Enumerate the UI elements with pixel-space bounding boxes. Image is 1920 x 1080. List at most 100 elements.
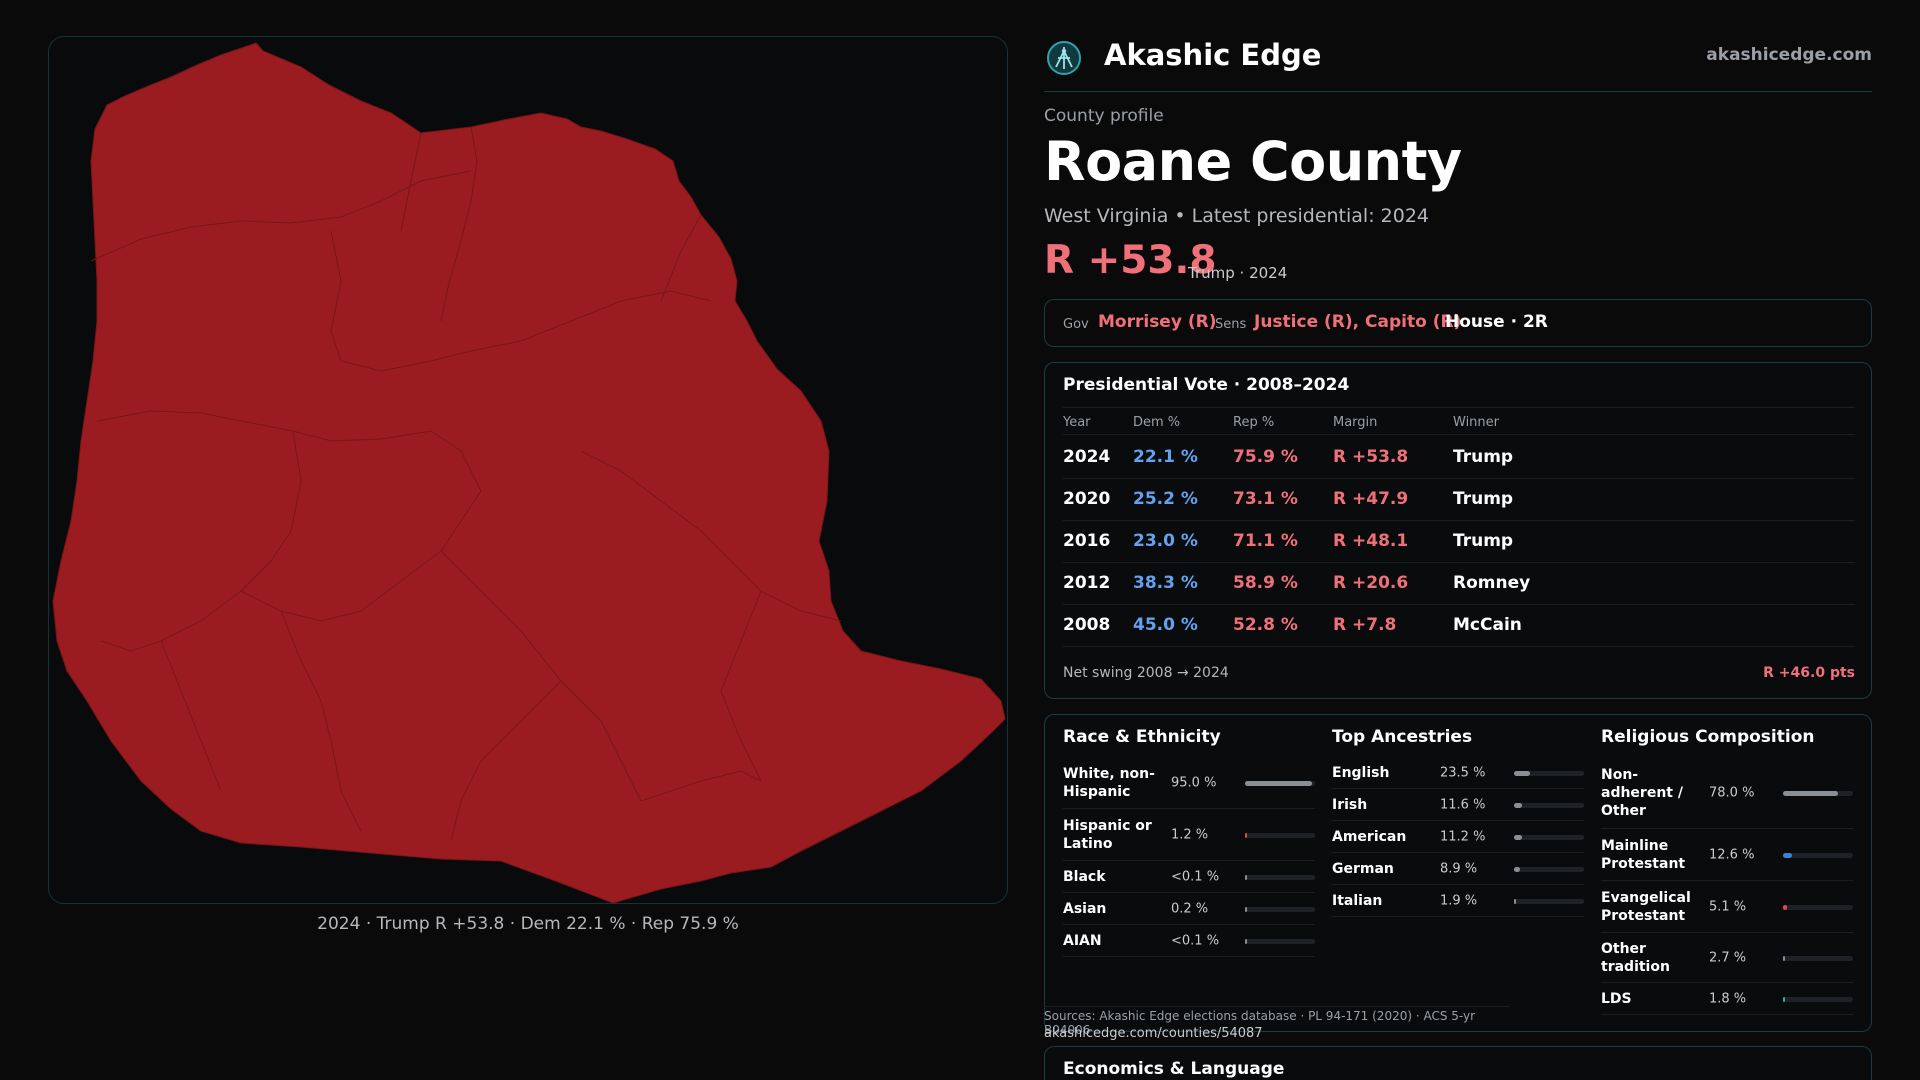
religion-row-value: 12.6 % [1709,847,1755,862]
vote-row-2008: 2008 45.0 % 52.8 % R +7.8 McCain [1063,605,1855,647]
religion-row-label: Mainline Protestant [1601,837,1686,872]
ancestry-bar-fill [1514,866,1521,872]
race-row-label: Asian [1063,900,1107,917]
ancestry-bar-fill [1514,898,1516,904]
vote-cell-winner: Trump [1453,447,1514,467]
race-bar-track [1245,780,1315,786]
vote-cell-dem: 38.3 % [1133,573,1198,593]
religion-row-value: 78.0 % [1709,785,1755,800]
ancestry-row-value: 8.9 % [1440,861,1478,876]
demographics-card: Race & Ethnicity White, non- Hispanic 95.… [1044,714,1872,1032]
vote-cell-rep: 52.8 % [1233,615,1298,635]
ancestry-row: German 8.9 % [1332,853,1584,885]
net-swing-label: Net swing 2008 → 2024 [1063,665,1229,681]
county-shape[interactable] [52,42,1006,904]
header-year: Year [1063,415,1091,430]
religion-bar-track [1783,852,1853,858]
religion-bar-track [1783,955,1853,961]
vote-cell-dem: 22.1 % [1133,447,1198,467]
vote-cell-margin: R +53.8 [1333,447,1409,467]
header-rep: Rep % [1233,415,1275,430]
religion-row: Evangelical Protestant 5.1 % [1601,881,1853,933]
religion-bar-track [1783,790,1853,796]
religion-bar-fill [1783,955,1785,961]
presidential-vote-card: Presidential Vote · 2008–2024 Year Dem %… [1044,362,1872,699]
vote-row-2016: 2016 23.0 % 71.1 % R +48.1 Trump [1063,521,1855,563]
house-value: House · 2R [1445,312,1548,332]
map-caption: 2024 · Trump R +53.8 · Dem 22.1 % · Rep … [317,914,739,934]
ancestry-bar-track [1514,770,1584,776]
ancestry-row-label: Italian [1332,892,1383,909]
vote-cell-winner: Trump [1453,489,1514,509]
ancestry-row-value: 11.6 % [1440,797,1486,812]
ancestry-bar-track [1514,898,1584,904]
race-title: Race & Ethnicity [1063,727,1221,747]
vote-cell-dem: 23.0 % [1133,531,1198,551]
religion-bar-fill [1783,852,1792,858]
race-bar-track [1245,938,1315,944]
ancestry-row: Irish 11.6 % [1332,789,1584,821]
vote-cell-year: 2020 [1063,489,1111,509]
vote-cell-margin: R +20.6 [1333,573,1409,593]
governor-value: Morrisey (R) [1098,312,1217,332]
county-permalink[interactable]: akashicedge.com/counties/54087 [1044,1026,1263,1041]
religion-bar-fill [1783,996,1785,1002]
race-row-label: Hispanic or Latino [1063,817,1152,852]
ancestry-bar-fill [1514,770,1531,776]
race-column: Race & Ethnicity White, non- Hispanic 95.… [1063,715,1315,1033]
religion-title: Religious Composition [1601,727,1815,747]
county-subtitle: West Virginia • Latest presidential: 202… [1044,205,1429,227]
race-row-label: White, non- Hispanic [1063,765,1155,800]
vote-cell-rep: 58.9 % [1233,573,1298,593]
profile-panel: Akashic Edge akashicedge.com County prof… [1044,0,1872,1080]
vote-cell-rep: 71.1 % [1233,531,1298,551]
page-title: Roane County [1044,130,1462,193]
vote-cell-margin: R +7.8 [1333,615,1397,635]
gov-label: Gov [1063,317,1089,332]
headline-margin: R +53.8 [1044,238,1217,283]
ancestry-row-value: 11.2 % [1440,829,1486,844]
brand-url-link[interactable]: akashicedge.com [1706,45,1872,65]
headline-margin-note: Trump · 2024 [1188,264,1288,282]
race-bar-track [1245,874,1315,880]
vote-cell-margin: R +48.1 [1333,531,1409,551]
county-map[interactable] [49,37,1009,905]
race-row-value: <0.1 % [1171,869,1220,884]
vote-row-2012: 2012 38.3 % 58.9 % R +20.6 Romney [1063,563,1855,605]
subdivision-lines [90,126,842,842]
race-row: Black <0.1 % [1063,861,1315,893]
ancestry-row-label: German [1332,860,1394,877]
county-map-panel [48,36,1008,904]
vote-cell-winner: Romney [1453,573,1531,593]
religion-bar-fill [1783,904,1787,910]
presidential-vote-title: Presidential Vote · 2008–2024 [1063,375,1350,395]
akashic-edge-logo-icon[interactable] [1046,40,1082,76]
religion-row-value: 5.1 % [1709,899,1747,914]
ancestry-row-label: English [1332,764,1390,781]
vote-cell-dem: 25.2 % [1133,489,1198,509]
ancestry-bar-track [1514,834,1584,840]
brand-name[interactable]: Akashic Edge [1104,38,1322,72]
vote-cell-year: 2012 [1063,573,1111,593]
race-row-label: AIAN [1063,932,1102,949]
religion-row-value: 1.8 % [1709,991,1747,1006]
race-bar-fill [1245,832,1247,838]
ancestry-bar-track [1514,802,1584,808]
ancestry-row: English 23.5 % [1332,757,1584,789]
ancestry-bar-fill [1514,834,1522,840]
officials-bar: Gov Morrisey (R) Sens Justice (R), Capit… [1044,299,1872,347]
religion-bar-track [1783,904,1853,910]
ancestry-row: American 11.2 % [1332,821,1584,853]
religion-column: Religious Composition Non- adherent / Ot… [1601,715,1853,1033]
sources-note: Sources: Akashic Edge elections database… [1044,1006,1510,1037]
vote-table-header: Year Dem % Rep % Margin Winner [1063,407,1855,435]
ancestry-row-value: 23.5 % [1440,765,1486,780]
religion-row-label: LDS [1601,990,1632,1007]
profile-label: County profile [1044,106,1164,126]
vote-row-2024: 2024 22.1 % 75.9 % R +53.8 Trump [1063,437,1855,479]
economics-card: Economics & Language [1044,1046,1872,1080]
religion-row-label: Other tradition [1601,940,1670,975]
vote-cell-winner: McCain [1453,615,1522,635]
religion-row-value: 2.7 % [1709,950,1747,965]
vote-row-2020: 2020 25.2 % 73.1 % R +47.9 Trump [1063,479,1855,521]
